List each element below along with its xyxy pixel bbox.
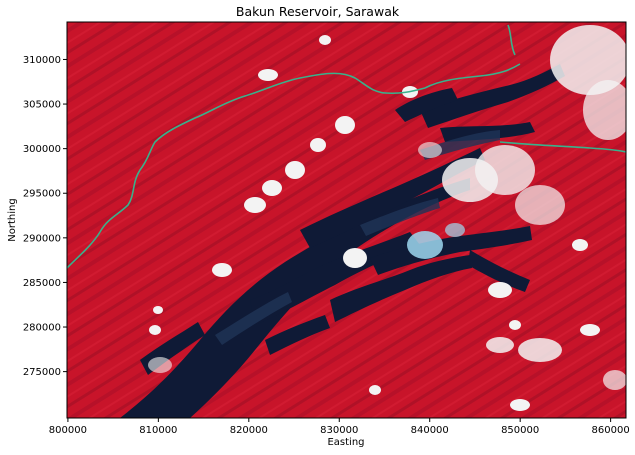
x-tick-label: 800000 — [49, 425, 87, 436]
x-tick-label: 810000 — [139, 425, 177, 436]
y-tick-label: 285000 — [23, 278, 61, 289]
cloud-cover — [148, 25, 626, 411]
map-title: Bakun Reservoir, Sarawak — [235, 4, 400, 19]
x-tick-label: 830000 — [320, 425, 358, 436]
y-axis-label: Northing — [7, 198, 18, 241]
river-network — [67, 24, 626, 269]
x-tick-label: 860000 — [592, 425, 630, 436]
x-tick-label: 840000 — [411, 425, 449, 436]
y-tick-label: 295000 — [23, 189, 61, 200]
x-tick-label: 820000 — [230, 425, 268, 436]
y-axis: 275000 280000 285000 290000 295000 300000 3050… — [23, 55, 67, 378]
plot-frame — [66, 21, 627, 419]
satellite-image — [67, 22, 626, 418]
y-tick-label: 300000 — [23, 144, 61, 155]
y-tick-label: 290000 — [23, 233, 61, 244]
y-tick-label: 280000 — [23, 323, 61, 334]
x-tick-label: 850000 — [501, 425, 539, 436]
y-tick-label: 275000 — [23, 367, 61, 378]
y-tick-label: 305000 — [23, 100, 61, 111]
x-axis: 800000 810000 820000 830000 840000 850000 8600… — [49, 418, 630, 436]
x-axis-label: Easting — [327, 437, 364, 448]
y-tick-label: 310000 — [23, 55, 61, 66]
